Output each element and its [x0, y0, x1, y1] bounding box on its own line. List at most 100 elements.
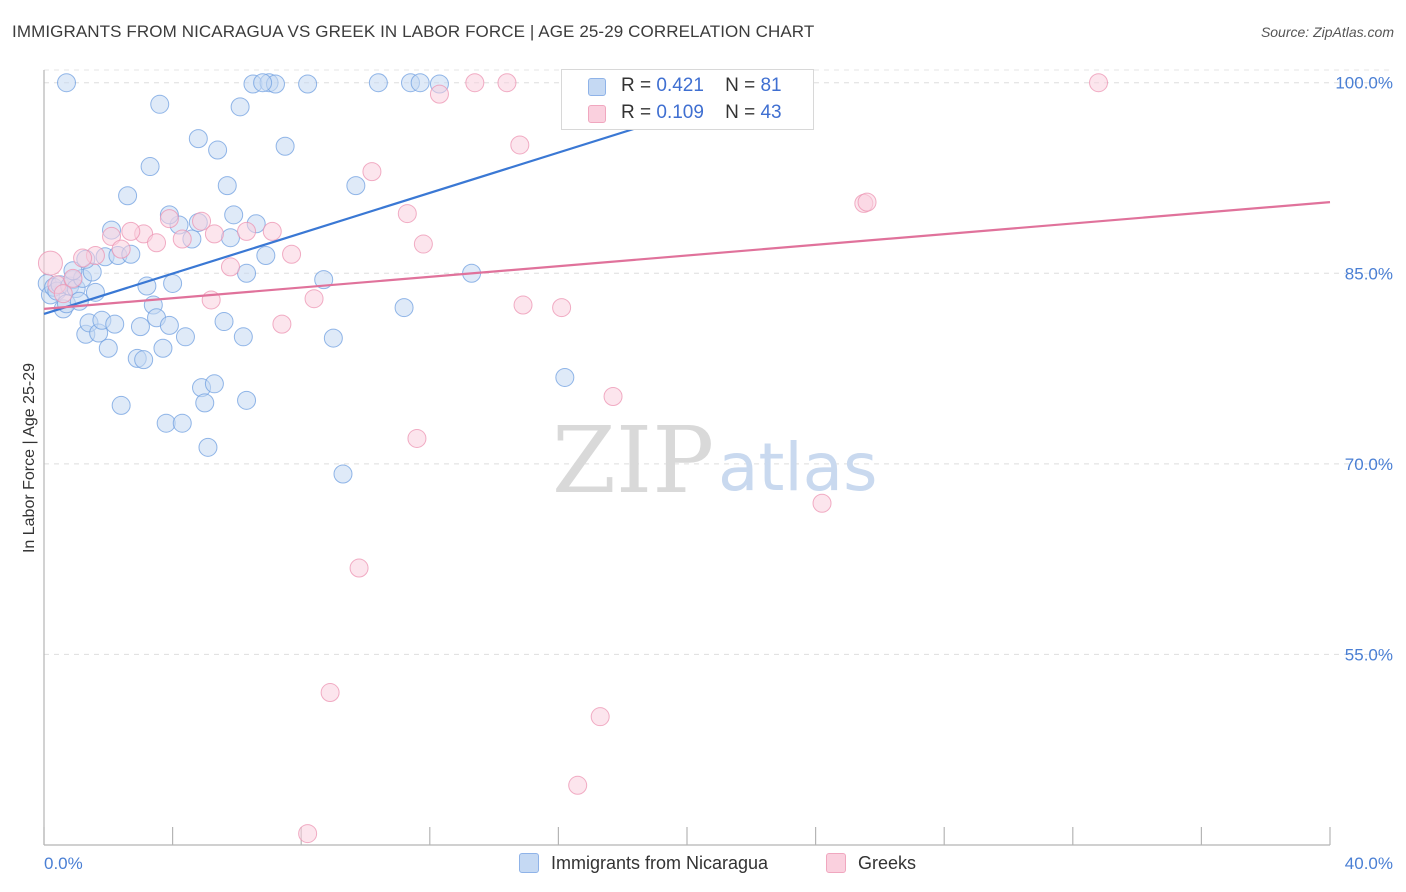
chart-title: IMMIGRANTS FROM NICARAGUA VS GREEK IN LA…	[12, 22, 815, 41]
nicaragua-point-50	[230, 97, 250, 117]
watermark: ZIP atlas	[552, 407, 878, 514]
greeks-point-13	[237, 221, 257, 241]
greeks-point-32	[603, 387, 623, 407]
greeks-point-23	[413, 234, 433, 254]
nicaragua-point-23	[111, 395, 131, 415]
x-tick-label-max: 40.0%	[1345, 854, 1393, 873]
nicaragua-point-43	[195, 393, 215, 413]
source-label[interactable]: Source: ZipAtlas.com	[1260, 24, 1394, 40]
greeks-point-24	[429, 84, 449, 104]
y-tick-label-1: 70.0%	[1345, 455, 1393, 474]
greeks-point-27	[510, 135, 530, 155]
nicaragua-point-37	[163, 273, 183, 293]
r-value: 0.109	[656, 102, 704, 123]
grid-lines	[44, 69, 1392, 655]
y-axis-label: In Labor Force | Age 25-29	[21, 363, 38, 553]
greeks-point-30	[568, 775, 588, 795]
greeks-point-4	[102, 226, 122, 246]
nicaragua-point-74	[253, 73, 273, 93]
greeks-point-10	[192, 211, 212, 231]
legend-swatch-nicaragua	[519, 853, 539, 873]
nicaragua-point-65	[394, 298, 414, 318]
nicaragua-point-72	[188, 129, 208, 149]
greeks-point-25	[465, 73, 485, 93]
greeks-point-21	[397, 204, 417, 224]
legend-swatch-greeks	[826, 853, 846, 873]
tick-labels: 55.0% 70.0% 85.0% 100.0% 0.0% 40.0%	[44, 74, 1393, 873]
watermark-zip: ZIP	[552, 407, 714, 514]
nicaragua-point-78	[175, 327, 195, 347]
greeks-point-38	[298, 824, 318, 844]
nicaragua-point-49	[224, 205, 244, 225]
greeks-point-37	[1089, 73, 1109, 93]
greeks-point-22	[407, 428, 427, 448]
r-label: R =	[621, 102, 652, 123]
nicaragua-point-44	[198, 437, 218, 457]
greeks-point-18	[320, 683, 340, 703]
nicaragua-point-45	[204, 374, 224, 394]
greeks-point-36	[857, 192, 877, 212]
greeks-point-16	[282, 244, 302, 264]
greeks-point-20	[362, 162, 382, 182]
nicaragua-point-21	[105, 314, 125, 334]
nicaragua-point-63	[346, 176, 366, 196]
nicaragua-point-52	[237, 390, 257, 410]
n-label: N =	[725, 75, 756, 96]
greeks-point-41	[204, 224, 224, 244]
nicaragua-point-19	[98, 338, 118, 358]
nicaragua-point-51	[233, 327, 253, 347]
nicaragua-point-80	[410, 73, 430, 93]
watermark-atlas: atlas	[718, 429, 878, 506]
series-greeks-points	[37, 73, 1109, 844]
greeks-point-17	[304, 289, 324, 309]
n-value: 43	[760, 102, 782, 123]
nicaragua-point-48	[220, 228, 240, 248]
nicaragua-point-79	[217, 176, 237, 196]
y-tick-label-0: 55.0%	[1345, 645, 1393, 664]
x-tick-label-min: 0.0%	[44, 854, 83, 873]
greeks-point-19	[349, 558, 369, 578]
nicaragua-point-60	[314, 270, 334, 290]
nicaragua-point-59	[298, 74, 318, 94]
nicaragua-point-36	[159, 315, 179, 335]
r-value: 0.421	[656, 75, 704, 96]
nicaragua-point-27	[130, 317, 150, 337]
nicaragua-point-39	[172, 413, 192, 433]
nicaragua-point-64	[368, 73, 388, 93]
n-label: N =	[725, 102, 756, 123]
r-label: R =	[621, 75, 652, 96]
y-tick-label-3: 100.0%	[1335, 74, 1393, 93]
greeks-point-29	[552, 298, 572, 318]
nicaragua-point-34	[153, 338, 173, 358]
stats-legend: R = 0.421 N = 81 R = 0.109 N = 43	[561, 69, 814, 130]
greeks-point-14	[262, 221, 282, 241]
nicaragua-point-30	[140, 157, 160, 177]
legend-label-greeks: Greeks	[858, 853, 917, 873]
nicaragua-point-33	[150, 94, 170, 114]
greeks-point-34	[812, 493, 832, 513]
greeks-point-8	[159, 209, 179, 229]
nicaragua-point-62	[333, 464, 353, 484]
nicaragua-point-69	[555, 367, 575, 387]
nicaragua-point-47	[214, 312, 234, 332]
nicaragua-point-29	[137, 276, 157, 296]
legend-label-nicaragua: Immigrants from Nicaragua	[551, 853, 769, 873]
greeks-trend-line	[43, 201, 1331, 310]
axes	[43, 70, 1331, 846]
n-value: 81	[760, 75, 782, 96]
greeks-point-42	[121, 221, 141, 241]
swatch-nicaragua	[588, 78, 606, 96]
y-tick-label-2: 85.0%	[1345, 264, 1393, 283]
nicaragua-point-71	[57, 73, 77, 93]
greeks-point-39	[73, 248, 93, 268]
greeks-point-26	[497, 73, 517, 93]
nicaragua-point-46	[208, 140, 228, 160]
greeks-point-5	[111, 239, 131, 259]
nicaragua-point-55	[256, 245, 276, 265]
nicaragua-point-61	[323, 328, 343, 348]
greeks-point-28	[513, 295, 533, 315]
greeks-point-40	[63, 268, 83, 288]
greeks-point-2	[53, 284, 73, 304]
greeks-point-9	[172, 229, 192, 249]
